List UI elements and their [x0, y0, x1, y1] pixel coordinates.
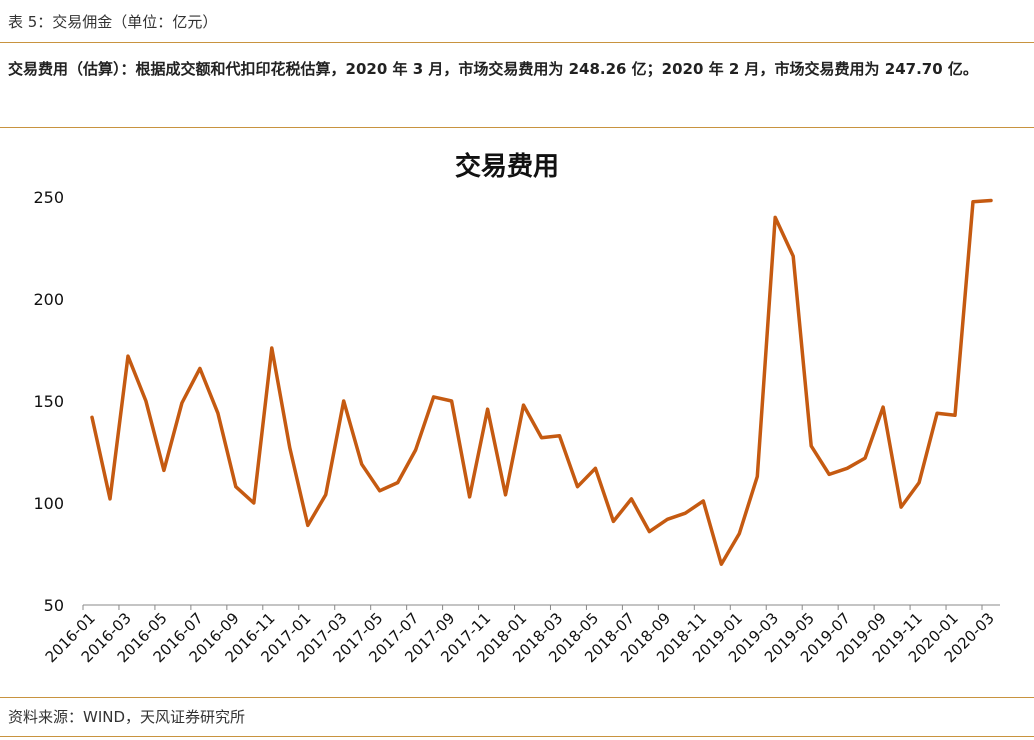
- bottom-rule: [0, 697, 1034, 698]
- data-point: [127, 355, 130, 358]
- data-point: [594, 467, 597, 470]
- data-point: [864, 457, 867, 460]
- data-point: [756, 475, 759, 478]
- chart-title: 交易费用: [455, 151, 559, 182]
- data-point: [486, 408, 489, 411]
- data-point: [558, 434, 561, 437]
- data-point: [378, 489, 381, 492]
- series-line: [90, 198, 993, 566]
- data-point: [252, 502, 255, 505]
- data-point: [918, 481, 921, 484]
- data-point: [162, 469, 165, 472]
- data-point: [684, 512, 687, 515]
- y-tick-label: 150: [33, 392, 64, 411]
- y-tick-labels: 50 100 150 200 250: [33, 188, 64, 615]
- data-point: [522, 404, 525, 407]
- data-point: [936, 412, 939, 415]
- data-point: [612, 520, 615, 523]
- axes: [82, 604, 1000, 610]
- data-point: [324, 493, 327, 496]
- source-note: 资料来源：WIND，天风证券研究所: [8, 708, 246, 726]
- data-point: [882, 406, 885, 409]
- footer-rule: [0, 736, 1034, 737]
- line-chart: 交易费用 50 100 150 200 250 2016-012016-032016-0…: [33, 151, 1000, 666]
- data-point: [738, 532, 741, 535]
- data-point: [702, 500, 705, 503]
- data-point: [774, 216, 777, 219]
- data-point: [540, 436, 543, 439]
- data-point: [216, 412, 219, 415]
- data-point: [972, 200, 975, 203]
- series-group: [90, 198, 993, 566]
- x-tick-labels: 2016-012016-032016-052016-072016-092016-…: [42, 609, 998, 666]
- data-point: [468, 495, 471, 498]
- y-tick-label: 200: [33, 290, 64, 309]
- y-tick-label: 100: [33, 494, 64, 513]
- data-point: [846, 467, 849, 470]
- data-point: [576, 485, 579, 488]
- data-point: [450, 400, 453, 403]
- data-point: [109, 497, 112, 500]
- chart-description: 交易费用（估算）：根据成交额和代扣印花税估算，2020 年 3 月，市场交易费用…: [8, 60, 978, 78]
- data-point: [954, 414, 957, 417]
- data-point: [810, 444, 813, 447]
- data-point: [360, 463, 363, 466]
- data-point: [504, 493, 507, 496]
- top-rule: [0, 42, 1034, 43]
- y-tick-label: 50: [44, 596, 64, 615]
- data-point: [828, 473, 831, 476]
- middle-rule: [0, 127, 1034, 128]
- data-point: [180, 402, 183, 405]
- data-point: [990, 199, 993, 202]
- data-point: [648, 530, 651, 533]
- data-point: [91, 416, 94, 419]
- data-point: [720, 563, 723, 566]
- data-point: [792, 255, 795, 258]
- data-point: [432, 395, 435, 398]
- data-point: [234, 485, 237, 488]
- data-point: [198, 367, 201, 370]
- y-tick-label: 250: [33, 188, 64, 207]
- data-point: [396, 481, 399, 484]
- data-point: [144, 400, 147, 403]
- data-point: [900, 506, 903, 509]
- table-title: 表 5：交易佣金（单位：亿元）: [8, 13, 218, 31]
- data-point: [414, 449, 417, 452]
- data-point: [270, 347, 273, 350]
- data-point: [288, 446, 291, 449]
- data-point: [342, 400, 345, 403]
- data-point: [630, 497, 633, 500]
- data-point: [306, 524, 309, 527]
- data-point: [666, 518, 669, 521]
